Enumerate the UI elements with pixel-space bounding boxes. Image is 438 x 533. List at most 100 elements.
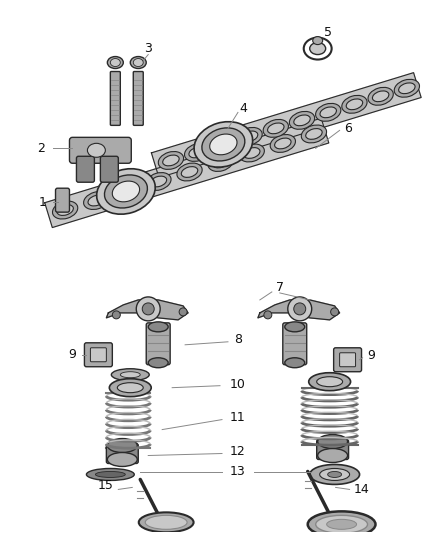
Ellipse shape xyxy=(316,515,367,533)
Ellipse shape xyxy=(139,512,194,532)
Ellipse shape xyxy=(394,79,420,97)
Ellipse shape xyxy=(313,37,323,45)
Ellipse shape xyxy=(112,181,140,202)
Polygon shape xyxy=(152,72,421,177)
Ellipse shape xyxy=(107,56,124,69)
Ellipse shape xyxy=(86,469,134,480)
Text: 13: 13 xyxy=(230,465,246,478)
Ellipse shape xyxy=(327,519,357,529)
FancyBboxPatch shape xyxy=(70,138,131,163)
FancyBboxPatch shape xyxy=(133,71,143,125)
Ellipse shape xyxy=(306,128,322,139)
Ellipse shape xyxy=(105,175,148,208)
Ellipse shape xyxy=(212,157,229,168)
Ellipse shape xyxy=(107,453,137,466)
FancyBboxPatch shape xyxy=(339,353,356,367)
FancyBboxPatch shape xyxy=(317,440,349,459)
Ellipse shape xyxy=(320,107,336,118)
Circle shape xyxy=(112,311,120,319)
Ellipse shape xyxy=(270,134,296,152)
Ellipse shape xyxy=(148,358,168,368)
Ellipse shape xyxy=(309,373,350,391)
Ellipse shape xyxy=(53,201,78,219)
Text: 1: 1 xyxy=(39,196,46,208)
FancyBboxPatch shape xyxy=(100,156,118,182)
Ellipse shape xyxy=(211,135,236,154)
Ellipse shape xyxy=(111,369,149,381)
Text: 9: 9 xyxy=(68,348,76,361)
FancyBboxPatch shape xyxy=(146,323,170,365)
Ellipse shape xyxy=(342,95,367,114)
Text: 11: 11 xyxy=(230,411,246,424)
Ellipse shape xyxy=(162,155,179,166)
Ellipse shape xyxy=(268,123,284,134)
Text: 2: 2 xyxy=(37,142,45,155)
Text: 7: 7 xyxy=(276,281,284,294)
Ellipse shape xyxy=(285,322,305,332)
Text: 6: 6 xyxy=(344,122,352,135)
Text: 5: 5 xyxy=(324,26,332,39)
Ellipse shape xyxy=(120,372,140,378)
Text: 3: 3 xyxy=(144,42,152,55)
Circle shape xyxy=(288,297,312,321)
Ellipse shape xyxy=(84,191,109,209)
Ellipse shape xyxy=(107,439,137,453)
Ellipse shape xyxy=(210,134,237,155)
Ellipse shape xyxy=(150,176,167,187)
Circle shape xyxy=(142,303,154,315)
Ellipse shape xyxy=(208,154,233,172)
Ellipse shape xyxy=(181,167,198,177)
Ellipse shape xyxy=(88,195,104,206)
Ellipse shape xyxy=(317,377,343,386)
Ellipse shape xyxy=(194,122,253,167)
Ellipse shape xyxy=(368,87,393,105)
Polygon shape xyxy=(45,118,329,228)
Ellipse shape xyxy=(318,434,348,449)
Ellipse shape xyxy=(285,358,305,368)
Ellipse shape xyxy=(110,59,120,67)
Ellipse shape xyxy=(346,99,363,110)
Circle shape xyxy=(179,308,187,316)
Ellipse shape xyxy=(117,383,143,393)
Ellipse shape xyxy=(146,173,171,190)
Ellipse shape xyxy=(310,43,326,54)
FancyBboxPatch shape xyxy=(77,156,95,182)
Ellipse shape xyxy=(177,163,202,181)
FancyBboxPatch shape xyxy=(334,348,361,372)
Ellipse shape xyxy=(241,131,258,142)
Ellipse shape xyxy=(301,125,327,143)
Ellipse shape xyxy=(145,515,187,529)
Ellipse shape xyxy=(95,472,125,478)
Ellipse shape xyxy=(275,138,291,149)
Ellipse shape xyxy=(57,205,73,215)
Ellipse shape xyxy=(115,182,140,200)
Text: 4: 4 xyxy=(239,102,247,115)
Circle shape xyxy=(264,311,272,319)
Text: 15: 15 xyxy=(97,479,113,492)
FancyBboxPatch shape xyxy=(110,71,120,125)
Ellipse shape xyxy=(318,449,348,463)
Ellipse shape xyxy=(308,511,375,533)
Polygon shape xyxy=(258,300,339,320)
FancyBboxPatch shape xyxy=(106,443,138,464)
Text: 10: 10 xyxy=(230,378,246,391)
Ellipse shape xyxy=(130,56,146,69)
FancyBboxPatch shape xyxy=(283,323,307,365)
Ellipse shape xyxy=(263,119,289,138)
Ellipse shape xyxy=(372,91,389,102)
Ellipse shape xyxy=(244,148,260,158)
Ellipse shape xyxy=(119,185,136,196)
Circle shape xyxy=(331,308,339,316)
Ellipse shape xyxy=(88,143,106,157)
Ellipse shape xyxy=(189,147,205,158)
Ellipse shape xyxy=(290,111,314,130)
Ellipse shape xyxy=(148,322,168,332)
Text: 14: 14 xyxy=(353,483,369,496)
Ellipse shape xyxy=(239,144,265,162)
Ellipse shape xyxy=(158,151,184,169)
Ellipse shape xyxy=(215,139,232,150)
FancyBboxPatch shape xyxy=(56,188,70,212)
Ellipse shape xyxy=(294,115,310,126)
Ellipse shape xyxy=(320,469,350,480)
Ellipse shape xyxy=(202,128,245,161)
